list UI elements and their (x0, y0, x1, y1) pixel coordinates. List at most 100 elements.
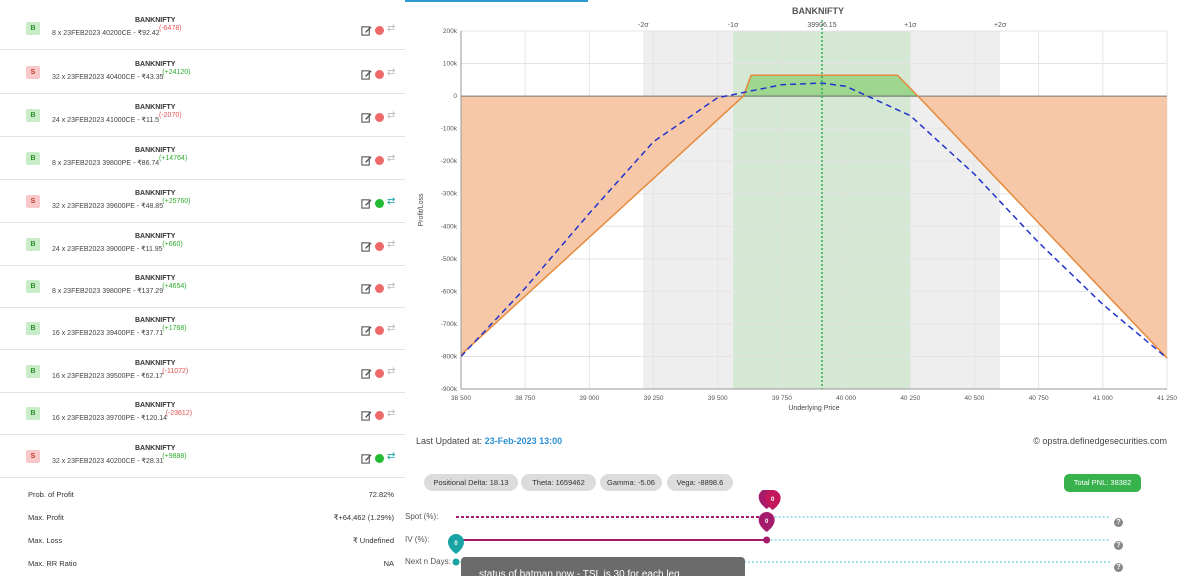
edit-icon[interactable] (361, 325, 372, 336)
edit-icon[interactable] (361, 155, 372, 166)
side-badge[interactable]: B (26, 280, 40, 293)
stat-label: Prob. of Profit (28, 490, 74, 499)
stat-label: Max. Loss (28, 536, 63, 545)
leg-actions: ⇄ (361, 153, 401, 167)
sigma-label: -2σ (638, 22, 649, 29)
sigma-label: -1σ (728, 22, 739, 29)
swap-icon[interactable]: ⇄ (387, 153, 396, 164)
swap-icon[interactable]: ⇄ (387, 366, 396, 377)
y-tick-label: -800k (441, 353, 458, 360)
side-badge[interactable]: B (26, 365, 40, 378)
leg-description: 8 x 23FEB2023 39800PE - ₹137.29 (52, 288, 164, 295)
side-badge[interactable]: S (26, 450, 40, 463)
position-row: B BANKNIFTY 8 x 23FEB2023 40200CE - ₹92.42… (0, 8, 405, 50)
y-tick-label: -200k (441, 158, 458, 165)
edit-icon[interactable] (361, 198, 372, 209)
side-badge[interactable]: B (26, 238, 40, 251)
leg-actions: ⇄ (361, 110, 401, 124)
toggle-leg-icon[interactable] (375, 199, 384, 208)
x-tick-label: 39 000 (579, 395, 599, 402)
leg-description: 32 x 23FEB2023 40400CE - ₹43.35 (52, 74, 164, 81)
side-badge[interactable]: S (26, 66, 40, 79)
side-badge[interactable]: B (26, 22, 40, 35)
toggle-leg-icon[interactable] (375, 26, 384, 35)
tooltip-overlay: status of batman now - TSL is 30 for eac… (461, 557, 745, 576)
swap-icon[interactable]: ⇄ (387, 110, 396, 121)
y-tick-label: -600k (441, 288, 458, 295)
x-axis-title: Underlying Price (788, 405, 839, 412)
swap-icon[interactable]: ⇄ (387, 23, 396, 34)
instrument-symbol: BANKNIFTY (135, 402, 176, 409)
sigma-label: +1σ (904, 22, 917, 29)
toggle-leg-icon[interactable] (375, 284, 384, 293)
y-tick-label: -100k (441, 126, 458, 133)
instrument-symbol: BANKNIFTY (135, 17, 176, 24)
x-tick-label: 40 500 (965, 395, 985, 402)
help-icon[interactable]: ? (1114, 518, 1123, 527)
leg-pnl: (+660) (162, 241, 183, 248)
leg-pnl: (-2070) (159, 112, 182, 119)
toggle-leg-icon[interactable] (375, 156, 384, 165)
x-tick-label: 39 250 (644, 395, 664, 402)
edit-icon[interactable] (361, 368, 372, 379)
edit-icon[interactable] (361, 283, 372, 294)
swap-icon[interactable]: ⇄ (387, 196, 396, 207)
leg-actions: ⇄ (361, 67, 401, 81)
toggle-leg-icon[interactable] (375, 113, 384, 122)
side-badge[interactable]: B (26, 152, 40, 165)
chart-title: BANKNIFTY (792, 6, 844, 16)
toggle-leg-icon[interactable] (375, 70, 384, 79)
edit-icon[interactable] (361, 241, 372, 252)
slider-value-pin[interactable] (758, 512, 775, 532)
side-badge[interactable]: B (26, 407, 40, 420)
slider-handle[interactable] (452, 558, 460, 566)
payoff-chart: 38 500 38 750 39 000 39 250 39 500 39 750 40 0… (418, 6, 1177, 412)
leg-actions: ⇄ (361, 239, 401, 253)
last-updated: Last Updated at: 23-Feb-2023 13:00 (416, 436, 562, 446)
slider-value: 0 (454, 541, 458, 547)
toggle-leg-icon[interactable] (375, 326, 384, 335)
copyright: © opstra.definedgesecurities.com (1033, 436, 1167, 446)
slider-handle[interactable] (763, 536, 771, 544)
instrument-symbol: BANKNIFTY (135, 317, 176, 324)
toggle-leg-icon[interactable] (375, 369, 384, 378)
slider-label: Spot (%): (405, 512, 439, 521)
spot-change-pin[interactable] (764, 490, 781, 510)
leg-pnl: (-11072) (162, 368, 189, 375)
leg-description: 8 x 23FEB2023 39800PE - ₹86.74 (52, 160, 160, 167)
leg-description: 24 x 23FEB2023 41000CE - ₹11.5 (52, 117, 160, 124)
stat-value: ₹+64,462 (1.29%) (333, 513, 394, 522)
slider-value-pin[interactable] (448, 534, 464, 554)
leg-description: 32 x 23FEB2023 39600PE - ₹48.85 (52, 203, 164, 210)
leg-actions: ⇄ (361, 196, 401, 210)
swap-icon[interactable]: ⇄ (387, 239, 396, 250)
leg-description: 32 x 23FEB2023 40200CE - ₹28.31 (52, 458, 164, 465)
toggle-leg-icon[interactable] (375, 411, 384, 420)
toggle-leg-icon[interactable] (375, 242, 384, 251)
swap-icon[interactable]: ⇄ (387, 323, 396, 334)
side-badge[interactable]: S (26, 195, 40, 208)
leg-description: 16 x 23FEB2023 39700PE - ₹120.14 (52, 415, 167, 422)
swap-icon[interactable]: ⇄ (387, 408, 396, 419)
edit-icon[interactable] (361, 453, 372, 464)
x-tick-label: 39 750 (772, 395, 792, 402)
stat-label: Max. RR Ratio (28, 559, 77, 568)
swap-icon[interactable]: ⇄ (387, 281, 396, 292)
edit-icon[interactable] (361, 112, 372, 123)
help-icon[interactable]: ? (1114, 541, 1123, 550)
side-badge[interactable]: B (26, 109, 40, 122)
side-badge[interactable]: B (26, 322, 40, 335)
swap-icon[interactable]: ⇄ (387, 451, 396, 462)
help-icon[interactable]: ? (1114, 563, 1123, 572)
swap-icon[interactable]: ⇄ (387, 67, 396, 78)
edit-icon[interactable] (361, 69, 372, 80)
position-row: B BANKNIFTY 8 x 23FEB2023 39800PE - ₹137.2… (0, 266, 405, 308)
leg-actions: ⇄ (361, 451, 401, 465)
instrument-symbol: BANKNIFTY (135, 190, 176, 197)
edit-icon[interactable] (361, 25, 372, 36)
position-row: B BANKNIFTY 16 x 23FEB2023 39500PE - ₹62.1… (0, 351, 405, 393)
leg-pnl: (+25760) (162, 198, 191, 205)
leg-pnl: (+4654) (162, 283, 187, 290)
toggle-leg-icon[interactable] (375, 454, 384, 463)
edit-icon[interactable] (361, 410, 372, 421)
